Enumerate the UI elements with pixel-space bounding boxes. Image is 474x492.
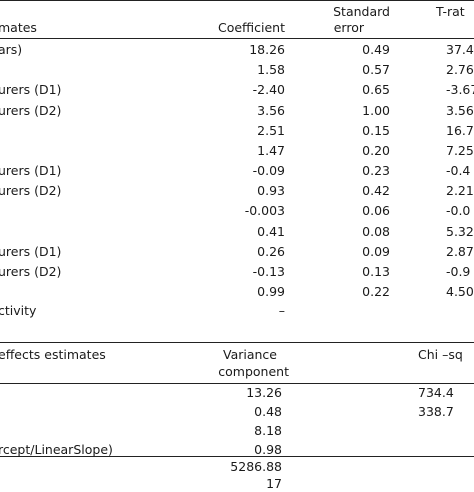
coefficient-cell: -0.09 <box>252 163 285 178</box>
standard-error-cell: 0.23 <box>362 163 390 178</box>
coefficient-cell: 1.58 <box>257 62 285 77</box>
standard-error-cell: 0.65 <box>362 82 390 97</box>
fixed-header-rule <box>0 38 474 39</box>
row-label: urers (D2) <box>0 264 62 279</box>
coefficient-cell: -2.40 <box>252 82 285 97</box>
t-ratio-cell: 2.76 <box>446 62 474 77</box>
row-label: urers (D2) <box>0 183 62 198</box>
standard-error-cell: 0.08 <box>362 224 390 239</box>
t-ratio-cell: 3.56 <box>446 103 474 118</box>
standard-error-cell: 0.42 <box>362 183 390 198</box>
header-variance-line2: component <box>218 364 289 379</box>
standard-error-cell: 0.49 <box>362 42 390 57</box>
t-ratio-cell: -0.4 <box>446 163 471 178</box>
t-ratio-cell: 16.7 <box>446 123 474 138</box>
header-coefficient: Coefficient <box>217 20 285 35</box>
t-ratio-cell: -0.0 <box>446 203 471 218</box>
coefficient-cell: 2.51 <box>257 123 285 138</box>
coefficient-cell: 0.93 <box>257 183 285 198</box>
variance-cell: 8.18 <box>254 423 282 438</box>
t-ratio-cell: 7.25 <box>446 143 474 158</box>
coefficient-cell: 0.99 <box>257 284 285 299</box>
row-label: urers (D2) <box>0 103 62 118</box>
header-estimates-label: mates <box>0 20 37 35</box>
coefficient-cell: 3.56 <box>257 103 285 118</box>
coefficient-cell: 0.26 <box>257 244 285 259</box>
header-standard-error-line2: error <box>333 20 364 35</box>
top-rule <box>0 0 474 1</box>
row-label: urers (D1) <box>0 82 62 97</box>
header-standard-error-line1: Standard <box>333 4 390 19</box>
section-divider-rule <box>0 342 474 343</box>
header-random-effects-label: effects estimates <box>0 347 106 362</box>
t-ratio-cell: 2.21 <box>446 183 474 198</box>
random-header-rule <box>0 383 474 384</box>
standard-error-cell: 1.00 <box>362 103 390 118</box>
row-label: ctivity <box>0 303 37 318</box>
row-label: urers (D1) <box>0 244 62 259</box>
chi-squared-cell: 734.4 <box>418 385 454 400</box>
variance-cell: 0.48 <box>254 404 282 419</box>
t-ratio-cell: -3.67 <box>446 82 474 97</box>
variance-cell: 17 <box>266 476 282 491</box>
coefficient-cell: 18.26 <box>249 42 285 57</box>
row-label: urers (D1) <box>0 163 62 178</box>
header-variance-line1: Variance <box>223 347 277 362</box>
coefficient-cell: 0.41 <box>257 224 285 239</box>
row-label: rcept/LinearSlope) <box>0 442 113 457</box>
variance-cell: 0.98 <box>254 442 282 457</box>
variance-cell: 13.26 <box>246 385 282 400</box>
coefficient-cell: – <box>278 303 285 318</box>
coefficient-cell: 1.47 <box>257 143 285 158</box>
t-ratio-cell: 4.50 <box>446 284 474 299</box>
standard-error-cell: 0.09 <box>362 244 390 259</box>
coefficient-cell: -0.003 <box>244 203 285 218</box>
standard-error-cell: 0.57 <box>362 62 390 77</box>
coefficient-cell: -0.13 <box>252 264 285 279</box>
standard-error-cell: 0.06 <box>362 203 390 218</box>
header-t-ratio: T-rat <box>436 4 465 19</box>
standard-error-cell: 0.22 <box>362 284 390 299</box>
header-chi-squared: Chi –sq <box>418 347 463 362</box>
standard-error-cell: 0.13 <box>362 264 390 279</box>
standard-error-cell: 0.15 <box>362 123 390 138</box>
row-label: ars) <box>0 42 23 57</box>
t-ratio-cell: 2.87 <box>446 244 474 259</box>
chi-squared-cell: 338.7 <box>418 404 454 419</box>
variance-cell: 5286.88 <box>230 459 282 474</box>
standard-error-cell: 0.20 <box>362 143 390 158</box>
t-ratio-cell: 5.32 <box>446 224 474 239</box>
t-ratio-cell: -0.9 <box>446 264 471 279</box>
t-ratio-cell: 37.4 <box>446 42 474 57</box>
random-bottom-rule <box>0 456 474 457</box>
